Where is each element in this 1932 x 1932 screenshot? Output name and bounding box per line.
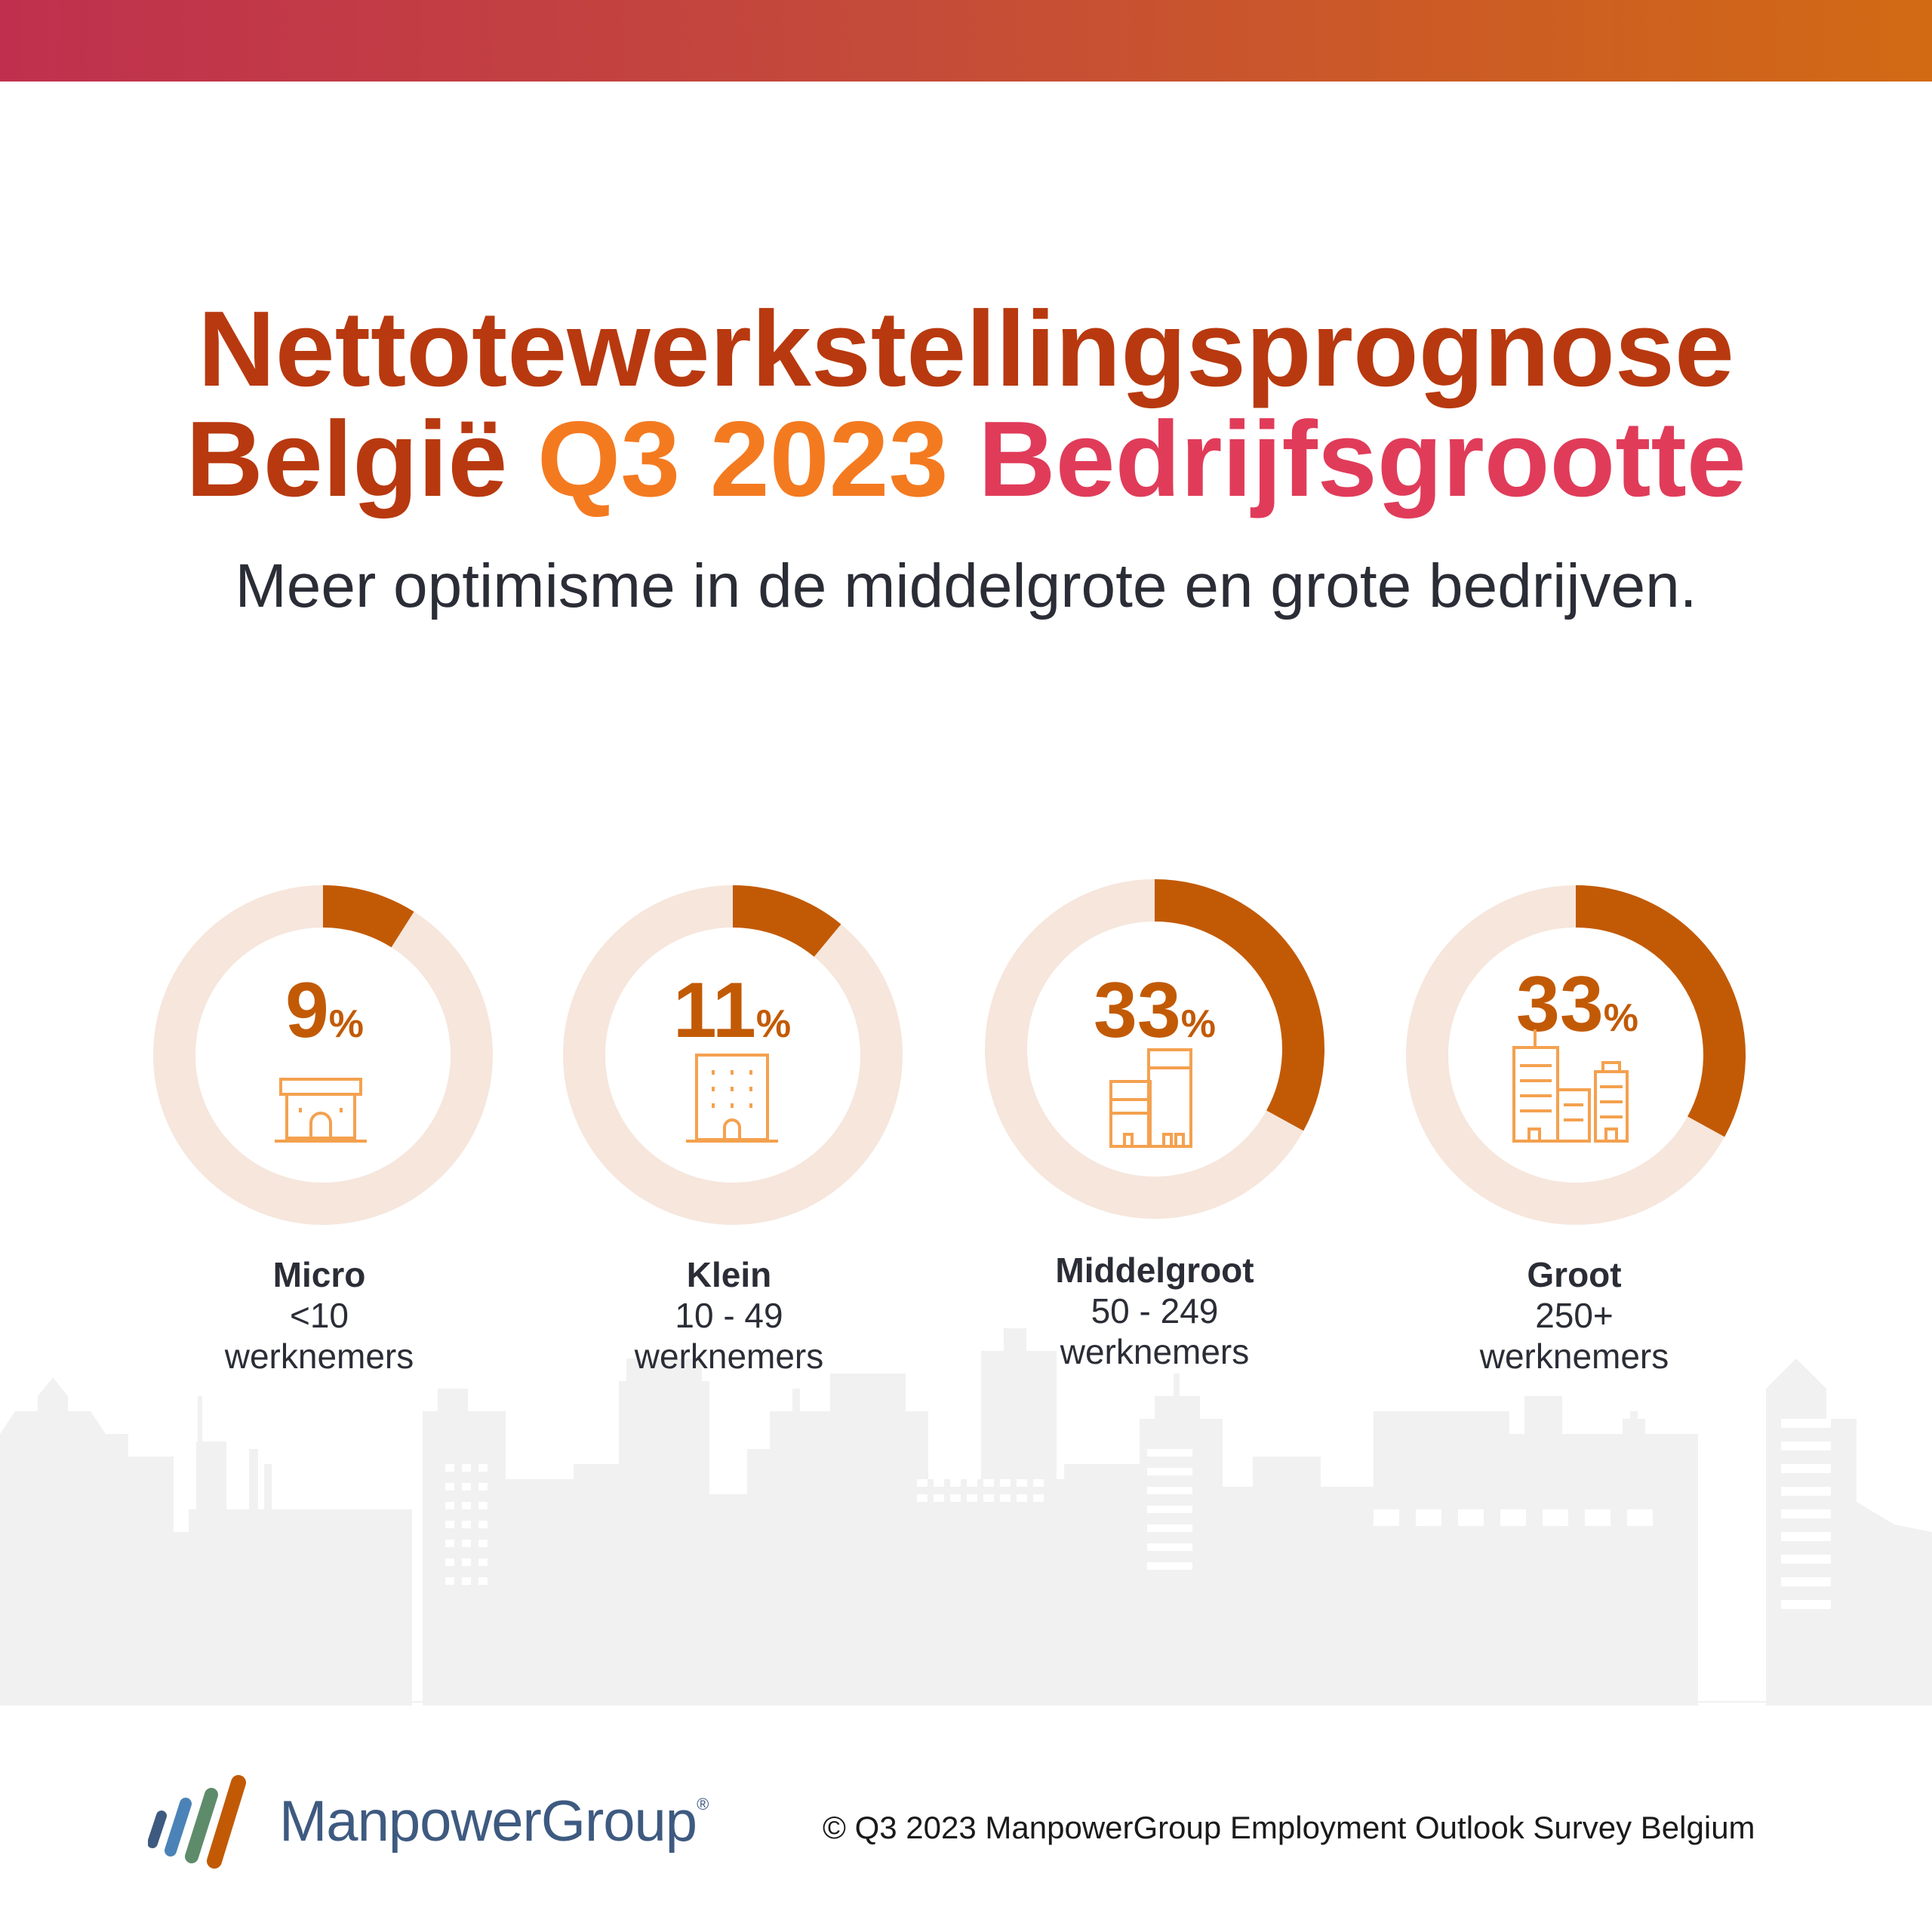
percent-value-middelgroot: 33	[1094, 967, 1181, 1054]
category-unit-klein: werknemers	[634, 1337, 824, 1376]
category-range-middelgroot: 50 - 249	[1091, 1291, 1219, 1331]
percent-label-micro: 9%	[242, 966, 408, 1056]
percent-symbol-klein: %	[755, 1002, 792, 1046]
category-name-micro: Micro	[272, 1255, 366, 1294]
title-topic: Bedrijfsgrootte	[978, 399, 1746, 519]
donut-value-arc-groot	[1575, 885, 1746, 1137]
donut-value-arc-micro	[322, 885, 414, 948]
category-label-micro: Micro <10 werknemers	[176, 1254, 463, 1377]
copyright-text: © Q3 2023 ManpowerGroup Employment Outlo…	[823, 1810, 1755, 1845]
category-label-klein: Klein 10 - 49 werknemers	[586, 1254, 872, 1377]
category-label-groot: Groot 250+ werknemers	[1431, 1254, 1718, 1377]
manpowergroup-logo-icon	[148, 1775, 246, 1869]
title-country: België	[186, 399, 508, 519]
percent-label-middelgroot: 33%	[1072, 966, 1238, 1056]
category-name-klein: Klein	[686, 1255, 772, 1294]
page-subtitle: Meer optimisme in de middelgrote en grot…	[235, 552, 1697, 620]
page-title: Nettotewerkstellingsprognose België Q3 2…	[0, 296, 1932, 513]
category-unit-groot: werknemers	[1479, 1337, 1669, 1376]
donut-value-arc-middelgroot	[1154, 879, 1324, 1131]
title-line1: Nettotewerkstellingsprognose	[198, 289, 1734, 409]
brand-text: ManpowerGroup	[279, 1789, 697, 1854]
top-gradient-bar	[0, 0, 1932, 82]
category-unit-micro: werknemers	[224, 1337, 414, 1376]
shop-icon	[275, 1078, 367, 1143]
footer-divider	[0, 1701, 1932, 1703]
category-range-klein: 10 - 49	[675, 1296, 783, 1335]
city-buildings-icon	[1512, 1029, 1629, 1143]
percent-value-klein: 11	[672, 967, 756, 1054]
percent-symbol-groot: %	[1603, 996, 1638, 1040]
brand-name: ManpowerGroup®	[279, 1789, 709, 1854]
percent-symbol-micro: %	[328, 1002, 365, 1046]
category-name-groot: Groot	[1527, 1255, 1622, 1294]
two-buildings-icon	[1109, 1048, 1192, 1148]
category-name-middelgroot: Middelgroot	[1055, 1251, 1254, 1290]
title-period: Q3 2023	[537, 399, 949, 519]
category-unit-middelgroot: werknemers	[1060, 1332, 1250, 1371]
office-building-icon	[686, 1054, 778, 1143]
percent-label-groot: 33%	[1494, 960, 1660, 1050]
percent-value-micro: 9	[285, 967, 329, 1054]
category-range-micro: <10	[289, 1296, 349, 1335]
category-label-middelgroot: Middelgroot 50 - 249 werknemers	[1011, 1250, 1298, 1372]
registered-mark: ®	[697, 1795, 709, 1814]
percent-symbol-middelgroot: %	[1180, 1002, 1216, 1046]
skyline-background	[0, 1328, 1932, 1706]
category-range-groot: 250+	[1535, 1296, 1614, 1335]
donut-value-arc-klein	[732, 885, 841, 958]
percent-value-groot: 33	[1516, 961, 1604, 1048]
percent-label-klein: 11%	[649, 966, 815, 1056]
title-line2: België Q3 2023 Bedrijfsgrootte	[0, 406, 1932, 513]
